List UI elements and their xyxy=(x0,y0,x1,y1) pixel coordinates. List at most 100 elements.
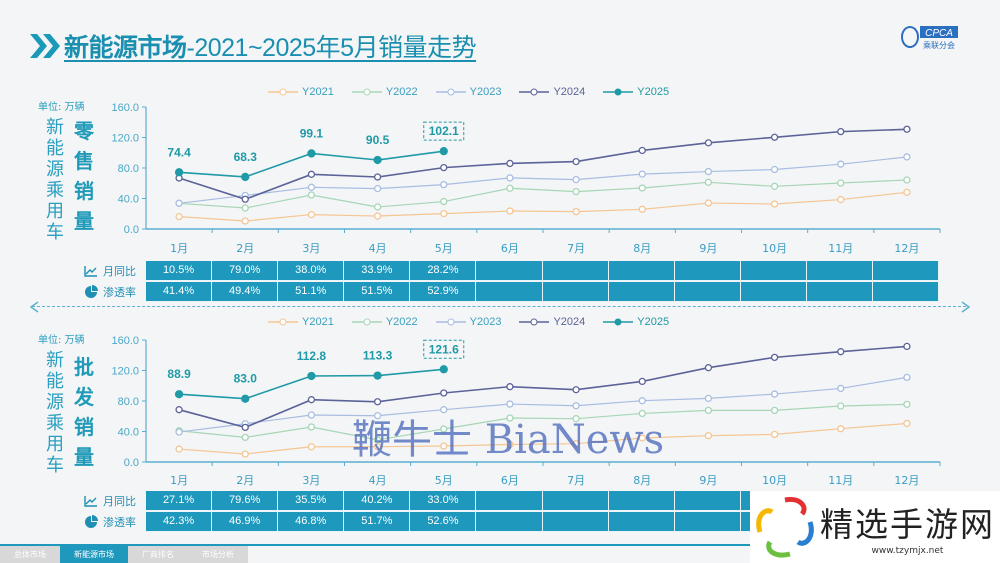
data-label: 74.4 xyxy=(167,145,191,159)
series-line-Y2021 xyxy=(179,191,907,222)
table-cell: 27.1% xyxy=(146,491,213,511)
title-bold: 新能源市场 xyxy=(64,34,187,62)
data-point-Y2024 xyxy=(638,146,646,155)
table-cell xyxy=(542,512,609,532)
tab-nev-market[interactable]: 新能源市场 xyxy=(60,546,128,563)
series-line-Y2021 xyxy=(179,422,907,455)
table-cell xyxy=(740,261,807,281)
table-cell xyxy=(674,282,741,302)
table-cell xyxy=(608,261,675,281)
data-point-Y2024 xyxy=(837,127,845,136)
data-point-Y2024 xyxy=(572,157,580,166)
cpca-logo: CPCA 乘联分会 xyxy=(900,24,960,50)
data-point-Y2023 xyxy=(704,167,713,176)
legend-line-icon xyxy=(351,318,382,326)
data-point-Y2024 xyxy=(506,383,514,391)
section-divider xyxy=(32,306,966,307)
row-label-text: 渗透率 xyxy=(103,516,136,529)
table-row-penetration: 41.4% 49.4% 51.1% 51.5% 52.9% xyxy=(146,282,940,302)
legend-label: Y2022 xyxy=(385,86,418,98)
chart-legend: Y2021 Y2022 Y2023 Y2024 Y2025 xyxy=(268,316,669,328)
data-point-Y2021 xyxy=(704,432,713,440)
data-point-Y2021 xyxy=(903,419,911,428)
x-tick-label: 7月 xyxy=(567,242,585,255)
double-chevron-icon xyxy=(30,34,60,58)
unit-label: 单位: 万辆 xyxy=(38,335,85,346)
table-cell: 33.9% xyxy=(344,261,411,281)
x-tick-label: 10月 xyxy=(762,242,787,255)
x-tick-label: 9月 xyxy=(699,474,717,487)
row-label-penetration: 渗透率 xyxy=(84,282,136,302)
y-tick-label: 120.0 xyxy=(111,366,139,378)
data-point-Y2022 xyxy=(837,179,845,187)
data-point-Y2023 xyxy=(770,165,779,174)
table-cell xyxy=(608,282,675,302)
data-point-Y2023 xyxy=(440,406,448,414)
data-point-Y2023 xyxy=(572,175,580,184)
table-cell: 79.0% xyxy=(212,261,279,281)
tab-overall-market[interactable]: 总体市场 xyxy=(0,546,60,563)
data-point-Y2023 xyxy=(638,397,646,405)
legend-item: Y2025 xyxy=(603,86,669,98)
table-cell xyxy=(608,512,675,532)
title-bar: 新能源市场-2021~2025年5月销量走势 xyxy=(28,28,477,64)
logo-subtext: 乘联分会 xyxy=(923,40,955,50)
data-label: 99.1 xyxy=(300,126,324,140)
table-cell xyxy=(476,512,543,532)
data-point-Y2021 xyxy=(506,440,514,449)
highlight-box xyxy=(423,339,465,359)
data-point-Y2021 xyxy=(770,430,779,439)
data-point-Y2023 xyxy=(373,412,382,420)
x-tick-label: 8月 xyxy=(633,474,651,487)
data-point-Y2023 xyxy=(506,174,514,182)
data-point-Y2022 xyxy=(837,402,845,410)
data-point-Y2023 xyxy=(903,373,911,382)
series-line-Y2022 xyxy=(179,179,907,209)
row-label-yoy: 月同比 xyxy=(84,261,136,281)
table-cell xyxy=(873,261,940,281)
data-point-Y2021 xyxy=(638,434,646,442)
data-point-Y2023 xyxy=(373,184,382,193)
data-label: 83.0 xyxy=(234,372,258,386)
table-cell xyxy=(476,261,543,281)
table-cell: 10.5% xyxy=(146,261,213,281)
legend-line-icon xyxy=(268,88,298,96)
data-point-Y2021 xyxy=(837,195,845,204)
data-point-Y2021 xyxy=(506,207,514,215)
x-tick-label: 2月 xyxy=(236,474,254,487)
x-tick-label: 1月 xyxy=(170,242,188,255)
table-cell: 79.6% xyxy=(212,491,279,511)
y-tick-label: 120.0 xyxy=(111,133,139,145)
data-point-Y2024 xyxy=(175,406,183,414)
data-point-Y2023 xyxy=(175,199,183,207)
data-point-Y2022 xyxy=(572,187,580,196)
table-cell xyxy=(476,491,543,511)
legend-item: Y2023 xyxy=(435,86,501,98)
data-label: 90.5 xyxy=(366,133,390,147)
bottom-tabs: 总体市场 新能源市场 厂商排名 市场分析 xyxy=(0,544,1000,563)
data-point-Y2022 xyxy=(241,204,249,212)
data-point-Y2024 xyxy=(241,423,249,432)
table-cell: 35.5% xyxy=(278,491,345,511)
data-point-Y2025 xyxy=(241,172,250,182)
data-point-Y2023 xyxy=(572,402,580,410)
data-label: 68.3 xyxy=(234,150,258,164)
row-label-text: 月同比 xyxy=(103,495,136,508)
watermark: 鞭牛士 BiaNews xyxy=(352,417,665,463)
data-point-Y2023 xyxy=(837,160,845,168)
data-point-Y2023 xyxy=(440,180,448,189)
ad-overlay[interactable]: 精选手游网 www.tzymjx.net xyxy=(750,491,1000,563)
data-point-Y2021 xyxy=(572,207,580,216)
data-label: 121.6 xyxy=(429,342,459,356)
table-cell: 49.4% xyxy=(212,282,279,302)
legend-item: Y2022 xyxy=(351,86,418,98)
table-cell xyxy=(608,491,675,511)
data-point-Y2024 xyxy=(704,364,713,372)
tab-maker-ranking[interactable]: 厂商排名 xyxy=(128,546,188,563)
table-cell xyxy=(542,261,609,281)
legend-line-icon xyxy=(435,88,466,96)
table-cell: 51.7% xyxy=(344,512,411,532)
data-point-Y2021 xyxy=(440,442,448,450)
tab-market-analysis[interactable]: 市场分析 xyxy=(188,546,248,563)
side-label: 新能源乘用车 xyxy=(46,350,64,476)
